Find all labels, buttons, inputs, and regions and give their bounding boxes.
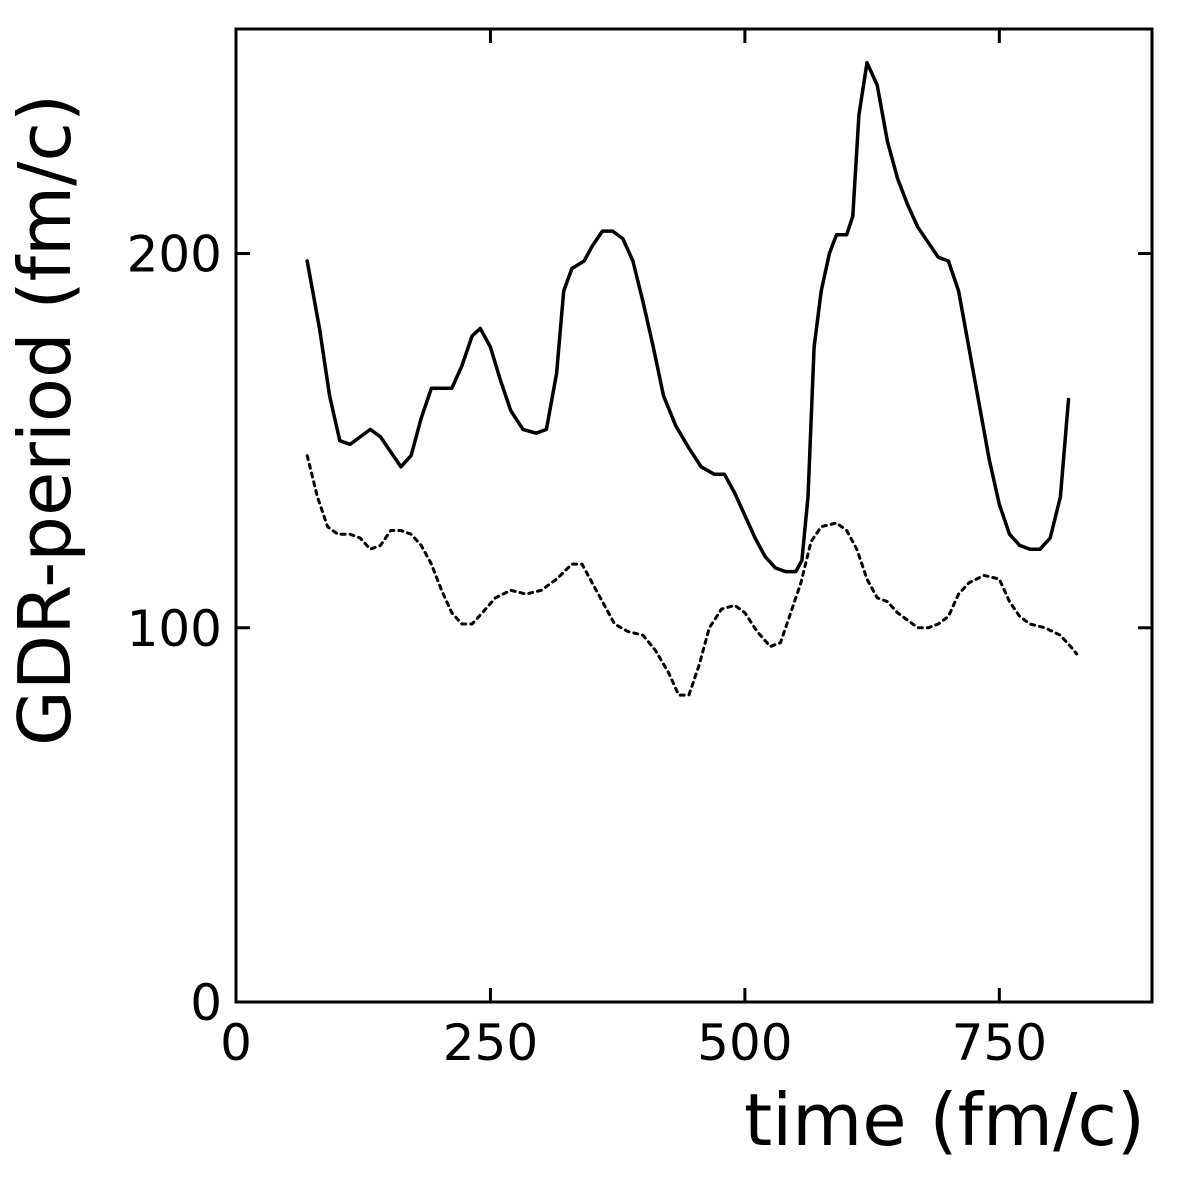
x-tick-label: 0: [220, 1014, 252, 1072]
x-tick-label: 500: [697, 1014, 792, 1072]
x-tick-label: 750: [952, 1014, 1047, 1072]
x-tick-labels: 0 250 500 750: [220, 1014, 1047, 1072]
x-tick-label: 250: [443, 1014, 538, 1072]
dotted-series-line: [305, 454, 1079, 697]
y-axis-title: GDR-period (fm/c): [3, 94, 87, 746]
series-lines: [305, 60, 1079, 697]
y-tick-label: 0: [190, 974, 222, 1032]
plot-frame: [234, 27, 1154, 1004]
x-axis-title: time (fm/c): [744, 1078, 1145, 1162]
y-tick-labels: 0 100 200: [127, 226, 222, 1032]
solid-series-line: [305, 60, 1071, 574]
axis-ticks: [234, 29, 1152, 1004]
y-tick-label: 200: [127, 226, 222, 284]
y-tick-label: 100: [127, 600, 222, 658]
